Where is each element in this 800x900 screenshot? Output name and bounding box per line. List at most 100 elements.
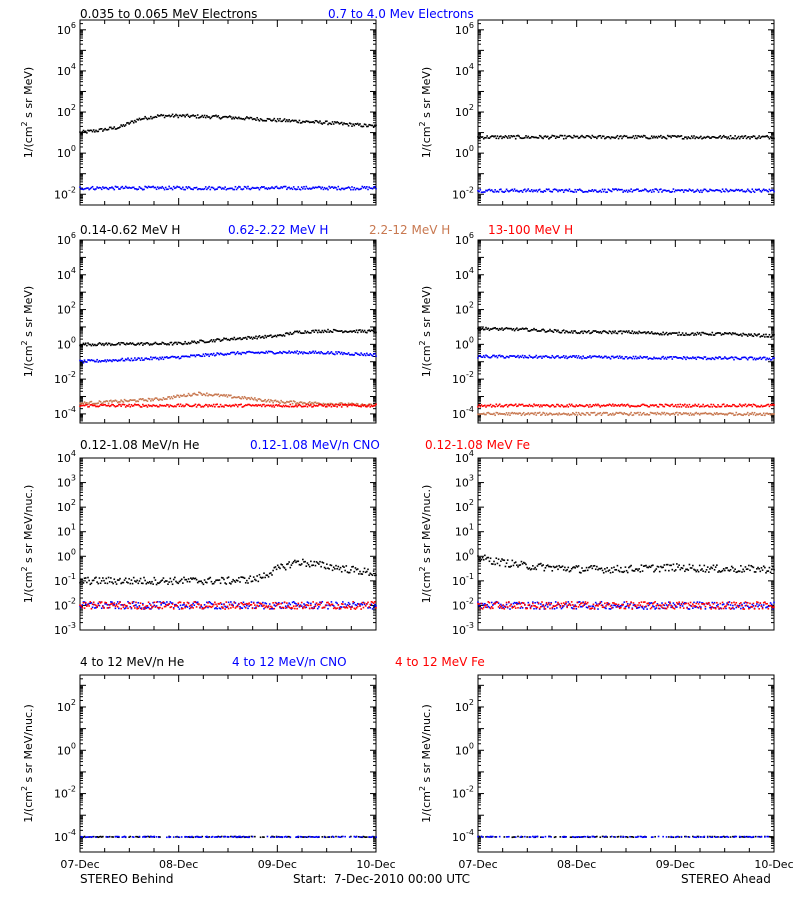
- data-point: [244, 186, 247, 188]
- data-point: [272, 119, 274, 121]
- data-point: [178, 341, 181, 344]
- data-point: [207, 602, 209, 604]
- data-point: [132, 404, 135, 407]
- data-point: [113, 604, 116, 606]
- data-point: [633, 331, 636, 333]
- data-point: [257, 601, 260, 604]
- data-point: [313, 560, 316, 563]
- data-point: [331, 603, 334, 606]
- data-point: [689, 412, 692, 414]
- data-point: [79, 186, 81, 188]
- data-point: [233, 580, 236, 582]
- data-point: [530, 356, 533, 358]
- data-point: [259, 351, 262, 354]
- data-point: [754, 404, 757, 407]
- data-point: [568, 414, 571, 417]
- data-point: [224, 338, 226, 340]
- data-point: [584, 414, 587, 416]
- data-point: [368, 354, 370, 357]
- data-point: [543, 404, 546, 406]
- data-point: [183, 355, 185, 358]
- data-point: [105, 601, 108, 604]
- data-point: [528, 354, 531, 357]
- data-point: [484, 413, 486, 416]
- data-point: [656, 411, 659, 414]
- data-point: [119, 126, 121, 128]
- data-point: [628, 357, 630, 359]
- data-point: [311, 607, 313, 610]
- data-point: [228, 582, 231, 584]
- data-point: [591, 134, 594, 137]
- data-point: [600, 332, 603, 335]
- data-point: [225, 601, 228, 603]
- data-point: [307, 120, 310, 123]
- data-point: [156, 600, 159, 603]
- data-point: [289, 403, 292, 406]
- y-axis-label: 1/(cm2 s sr MeV): [418, 286, 433, 377]
- data-point: [760, 414, 763, 416]
- data-point: [156, 114, 159, 116]
- data-point: [202, 583, 205, 586]
- data-point: [664, 403, 667, 406]
- data-point: [525, 404, 527, 407]
- data-point: [552, 413, 555, 416]
- data-point: [180, 607, 183, 609]
- data-point: [638, 190, 640, 193]
- data-point: [642, 331, 645, 334]
- data-point: [83, 343, 86, 346]
- data-point: [243, 605, 246, 608]
- data-point: [526, 356, 528, 359]
- data-point: [481, 327, 484, 330]
- data-point: [508, 327, 510, 330]
- data-point: [533, 189, 535, 192]
- data-point: [257, 118, 260, 121]
- data-point: [673, 135, 676, 137]
- data-point: [624, 331, 627, 333]
- data-point: [182, 582, 184, 584]
- data-point: [669, 356, 671, 358]
- data-point: [602, 135, 605, 138]
- data-point: [80, 132, 82, 134]
- data-point: [653, 190, 655, 193]
- data-point: [267, 335, 270, 337]
- data-point: [769, 359, 772, 361]
- data-point: [639, 405, 642, 407]
- data-point: [360, 405, 362, 408]
- data-point: [522, 405, 525, 407]
- data-point: [350, 569, 352, 571]
- data-point: [764, 336, 766, 338]
- data-point: [228, 353, 231, 355]
- data-point: [623, 189, 626, 192]
- data-point: [190, 342, 192, 344]
- data-point: [359, 604, 361, 606]
- data-point: [172, 608, 175, 610]
- data-point: [638, 405, 640, 408]
- data-point: [270, 187, 272, 189]
- data-point: [321, 352, 324, 354]
- data-point: [95, 402, 97, 405]
- data-point: [214, 601, 216, 604]
- data-point: [722, 190, 725, 192]
- data-point: [123, 125, 126, 127]
- data-point: [151, 405, 153, 408]
- data-point: [208, 341, 210, 343]
- data-point: [749, 412, 751, 415]
- data-point: [500, 413, 502, 415]
- data-point: [110, 577, 112, 579]
- data-point: [343, 122, 345, 124]
- data-point: [591, 331, 594, 334]
- data-point: [625, 189, 628, 192]
- data-point: [517, 354, 519, 357]
- data-point: [184, 404, 186, 407]
- data-point: [363, 123, 366, 126]
- data-point: [557, 190, 559, 193]
- data-point: [481, 413, 484, 415]
- data-point: [225, 353, 228, 356]
- data-point: [343, 404, 345, 406]
- data-point: [247, 582, 249, 584]
- data-point: [98, 577, 101, 579]
- data-point: [80, 578, 82, 581]
- data-point: [82, 129, 85, 132]
- data-point: [168, 356, 170, 359]
- data-point: [236, 187, 239, 189]
